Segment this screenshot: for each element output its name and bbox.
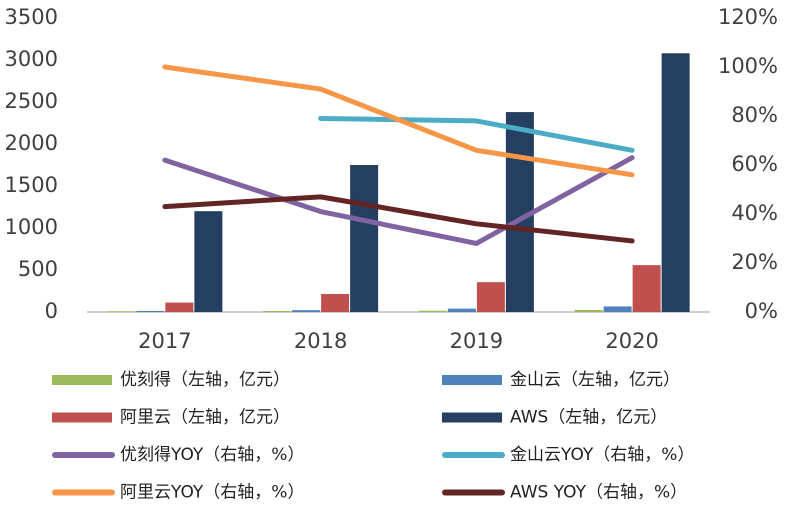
bar [350, 165, 379, 312]
line [162, 194, 635, 244]
bar [661, 53, 690, 312]
line [162, 64, 635, 178]
bar [263, 310, 292, 312]
bar [165, 302, 194, 312]
legend-label: 金山云YOY（右轴，%） [510, 445, 694, 465]
y2-tick-label: 20% [731, 250, 778, 274]
legend-label: 阿里云YOY（右轴，%） [120, 483, 304, 503]
y2-tick-label: 0% [745, 299, 778, 323]
legend-label: AWS（左轴，亿元） [510, 408, 667, 428]
bar [292, 310, 321, 312]
y-tick-label: 500 [18, 257, 58, 281]
y-tick-label: 3500 [5, 5, 58, 29]
legend-label: 优刻得（左轴，亿元） [120, 370, 290, 390]
y-tick-label: 1500 [5, 173, 58, 197]
legend-marker [52, 412, 112, 423]
bar [107, 311, 136, 312]
bar [418, 310, 447, 312]
bar [321, 294, 350, 312]
y-tick-label: 1000 [5, 215, 58, 239]
x-tick-label: 2019 [450, 329, 503, 353]
y-tick-label: 2500 [5, 89, 58, 113]
legend-marker [442, 375, 502, 385]
line [162, 155, 635, 246]
x-tick-label: 2018 [294, 329, 347, 353]
y2-tick-label: 120% [718, 5, 778, 29]
y2-tick-label: 80% [731, 103, 778, 127]
bar [447, 308, 476, 312]
bar [194, 211, 223, 312]
legend-label: 优刻得YOY（右轴，%） [120, 445, 304, 465]
line [318, 115, 635, 153]
legend-label: AWS YOY（右轴，%） [510, 483, 687, 503]
y2-tick-label: 40% [731, 201, 778, 225]
bar [603, 306, 632, 312]
y-tick-label: 2000 [5, 131, 58, 155]
y-tick-label: 0 [45, 299, 58, 323]
legend-marker [442, 412, 502, 423]
y2-tick-label: 100% [718, 54, 778, 78]
bar [632, 265, 661, 312]
legend-label: 阿里云（左轴，亿元） [120, 408, 290, 428]
x-tick-label: 2017 [138, 329, 191, 353]
bar [476, 282, 505, 312]
bar [574, 309, 603, 312]
y2-tick-label: 60% [731, 152, 778, 176]
legend-label: 金山云（左轴，亿元） [510, 370, 680, 390]
bar [136, 310, 165, 312]
y-tick-label: 3000 [5, 47, 58, 71]
x-tick-label: 2020 [605, 329, 658, 353]
legend-marker [52, 375, 112, 385]
